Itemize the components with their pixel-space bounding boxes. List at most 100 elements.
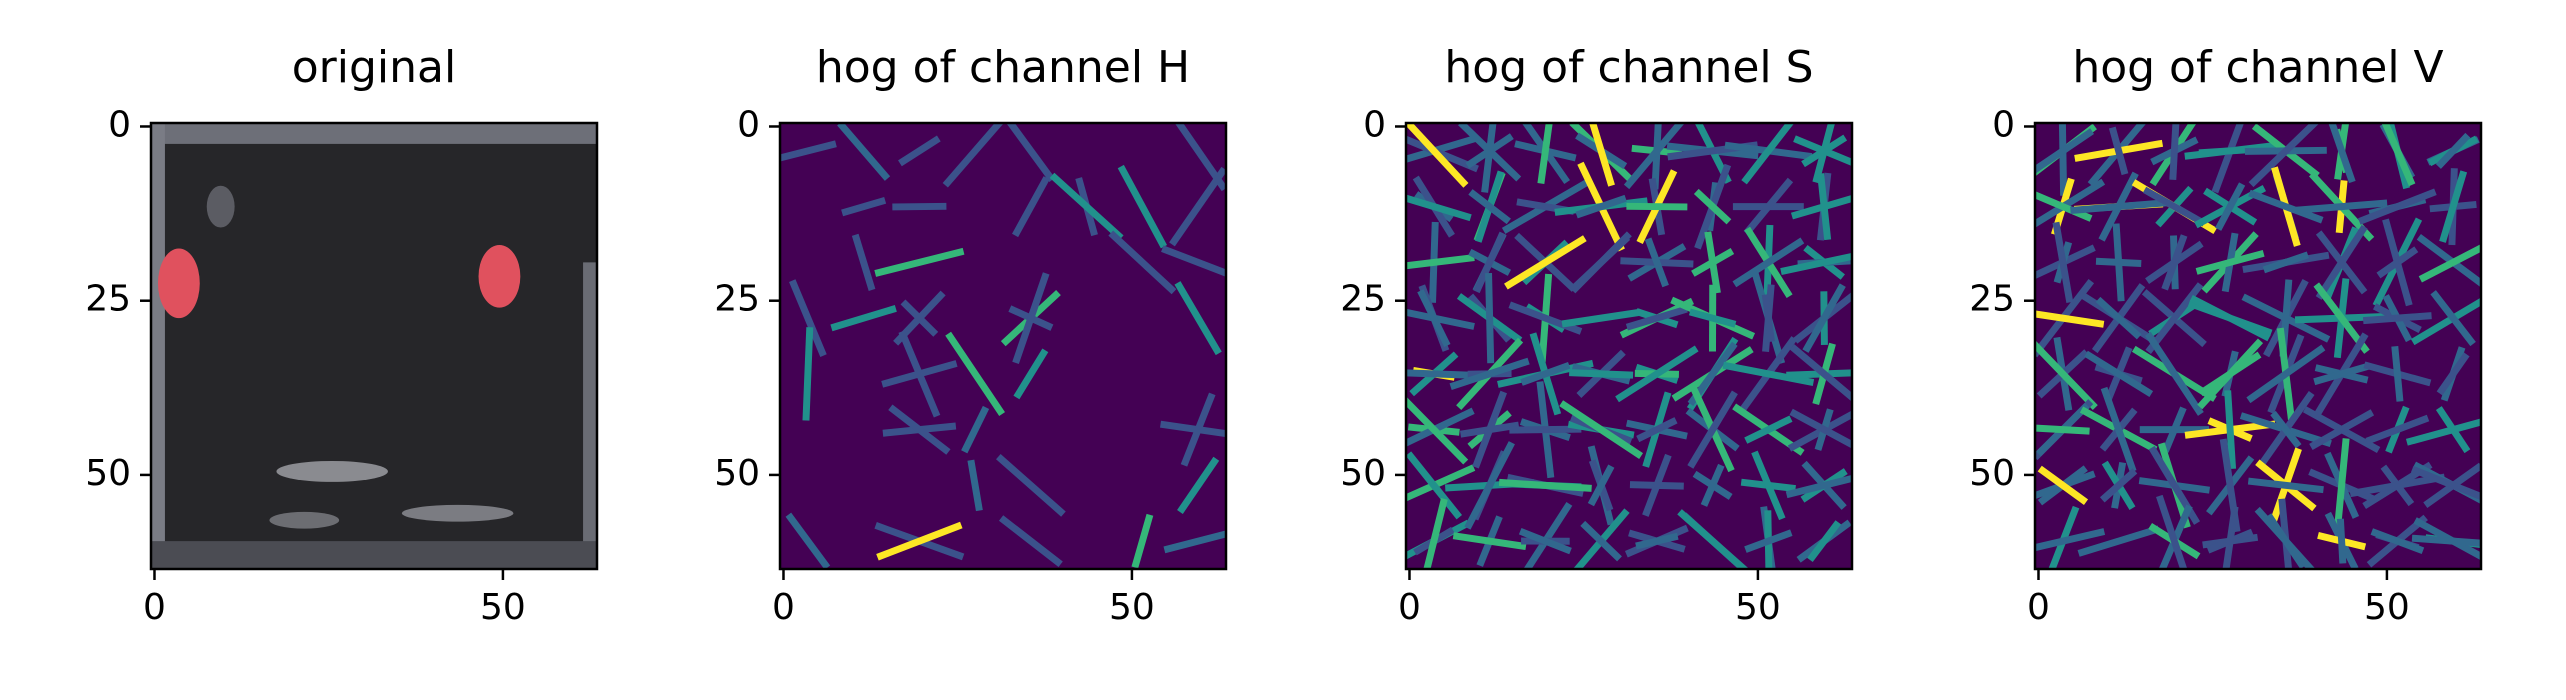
light [478,244,521,308]
y-tick-label: 50 [1340,453,1386,494]
hog-stroke [2313,362,2370,386]
image-content [2035,123,2481,569]
hog-stroke [2254,506,2316,569]
hog-stroke [1580,520,1622,562]
x-tick-label: 0 [1398,587,1421,628]
hog-stroke [1623,123,1685,190]
plate [276,460,388,482]
hog-stroke [2349,473,2446,498]
hog-stroke [2035,128,2095,174]
hog-stroke [2439,170,2468,243]
hog-stroke [1732,237,1805,288]
hog-stroke [1635,532,1679,550]
hog-stroke [2145,282,2204,354]
hog-stroke [2142,186,2206,227]
hog-stroke [1406,369,1483,380]
hog-stroke [998,515,1063,567]
hog-stroke [2161,234,2188,291]
hog-stroke [1801,134,1848,168]
hog-stroke [2382,218,2413,307]
hog-stroke [1687,390,1738,469]
hog-stroke [2315,224,2368,300]
image-content [1406,123,1852,569]
y-tick-label: 50 [714,453,760,494]
hog-stroke [2391,345,2404,402]
hog-stroke [2169,123,2180,181]
hog-stroke [1406,123,1469,188]
hog-stroke [1537,123,1553,184]
subplot-title: hog of channel S [1444,42,1813,93]
hog-stroke [1751,450,1786,521]
plate [269,511,340,529]
hog-stroke [2270,410,2302,449]
hog-stroke [1642,453,1672,517]
hog-stroke [1520,361,1571,386]
hog-stroke [1485,272,1495,364]
hog-stroke [961,405,990,454]
hog-stroke [1406,194,1472,222]
hog-stroke [874,247,965,277]
hog-stroke [1677,509,1749,569]
y-tick-label: 25 [85,279,131,320]
x-tick-label: 0 [2027,587,2050,628]
hog-stroke [2405,418,2481,446]
y-tick-label: 0 [737,104,760,145]
hog-stroke [1789,408,1852,449]
y-tick-label: 0 [1363,104,1386,145]
hog-stroke [1449,357,1530,391]
hog-stroke [2108,126,2129,176]
hog-stroke [2295,199,2388,214]
window [206,185,235,228]
hog-stroke [1013,348,1049,400]
hog-stroke [2436,352,2470,396]
hog-stroke [1561,308,1641,328]
hog-stroke [1744,415,1793,444]
hog-stroke [1817,173,1832,241]
hog-stroke [1626,202,1688,211]
hog-stroke [2189,294,2271,342]
hog-stroke [1722,361,1815,386]
background [780,123,1226,569]
hog-stroke [1012,272,1050,364]
hog-stroke [1012,176,1050,238]
hog-stroke [1161,245,1226,277]
hog-stroke [1458,123,1522,182]
hog-stroke [881,360,958,388]
hog-stroke [942,123,1004,188]
hog-stroke [2418,244,2481,283]
hog-stroke [1169,166,1226,247]
x-tick-label: 0 [772,587,795,628]
hog-stroke [1587,464,1615,507]
hog-stroke [1174,281,1222,356]
hog-stroke [1177,456,1220,514]
hog-stroke [1785,474,1852,499]
image-content [780,123,1226,569]
hog-stroke [1131,513,1154,569]
hog-stroke [2246,344,2326,404]
y-tick-label: 0 [108,104,131,145]
image-content [151,123,597,569]
y-tick-label: 25 [714,279,760,320]
hog-stroke [1452,532,1527,551]
x-tick-label: 0 [143,587,166,628]
hog-stroke [837,123,891,181]
hog-stroke [2248,189,2324,224]
hog-stroke [2224,390,2237,470]
hog-stroke [1744,529,1793,553]
hog-stroke [1423,498,1448,569]
hog-stroke [1464,441,1515,530]
hog-stroke [1472,390,1507,469]
hog-stroke [2365,414,2430,445]
hog-stroke [1498,478,1592,492]
hog-stroke [2248,123,2320,188]
hog-stroke [2095,257,2142,267]
axes-frame [1404,121,1854,571]
hog-stroke [1704,231,1721,294]
hog-stroke [841,196,887,217]
hog-stroke [2077,525,2160,557]
y-tick-label: 25 [1969,279,2015,320]
subplot-title: original [292,42,456,93]
hog-stroke [1625,305,1688,331]
hog-stroke [1417,289,1451,348]
